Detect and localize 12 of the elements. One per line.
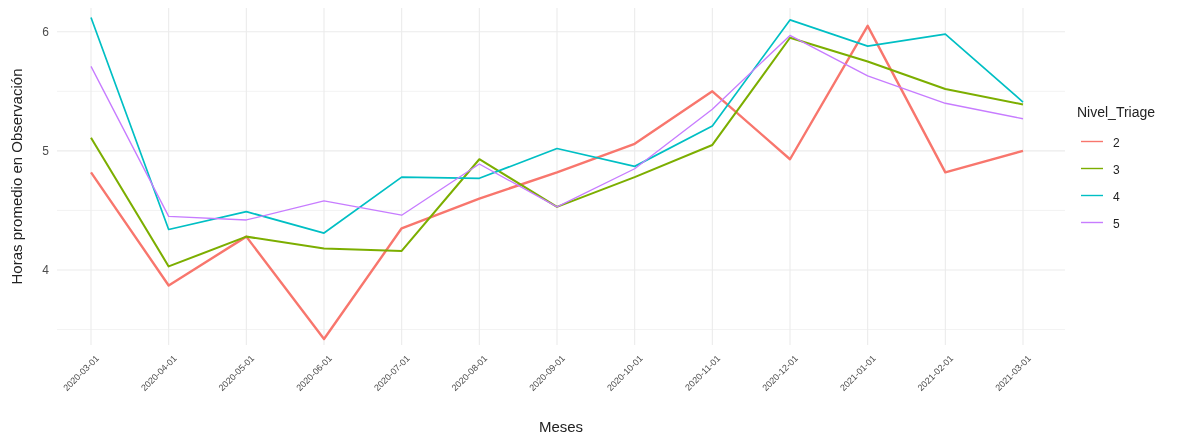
legend-label: 3	[1113, 162, 1120, 177]
line-series	[89, 36, 1025, 268]
legend-label: 2	[1113, 135, 1120, 150]
y-tick-label: 6	[42, 25, 50, 40]
legend-label: 5	[1113, 216, 1120, 231]
x-axis-title: Meses	[538, 418, 584, 435]
y-tick-label: 4	[42, 263, 50, 278]
legend-label: 4	[1113, 189, 1120, 204]
line-series	[89, 24, 1025, 341]
legend-title: Nivel_Triage	[1077, 103, 1156, 120]
y-tick-label: 5	[42, 144, 50, 159]
y-axis-title: Horas promedio en Observación	[8, 68, 25, 285]
